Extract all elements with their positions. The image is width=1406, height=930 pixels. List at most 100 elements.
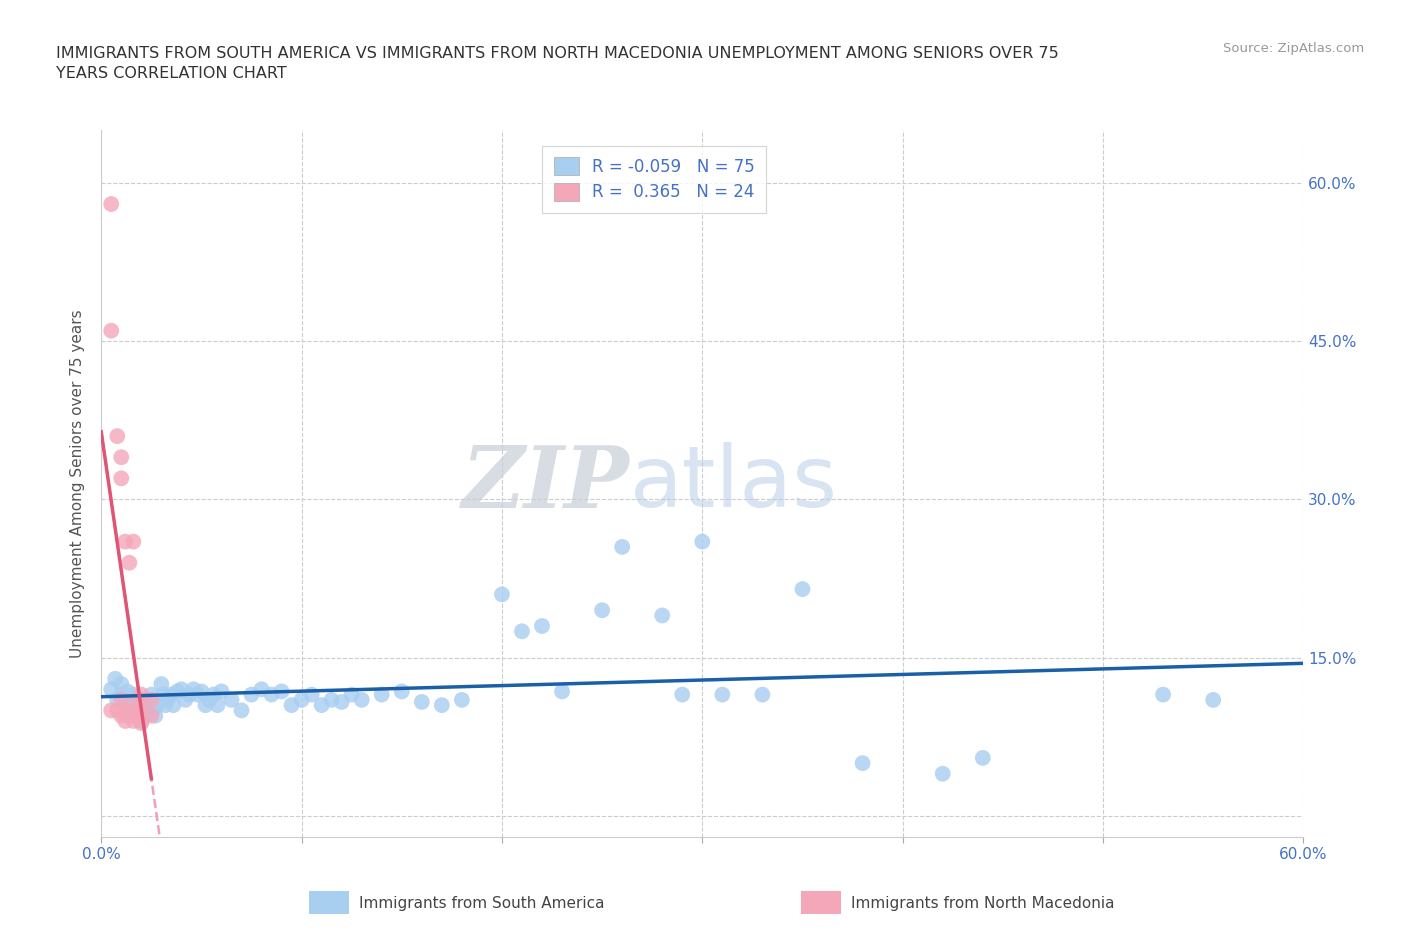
Point [152,687,174,702]
Point [105,693,128,708]
Point [183,682,205,697]
Point [311,698,333,712]
Point [1152,687,1174,702]
Point [127,693,149,708]
Point [141,687,163,702]
Point [612,539,634,554]
Point [110,693,132,708]
Point [155,698,177,712]
Point [240,687,263,702]
Point [301,687,323,702]
Point [972,751,994,765]
Point [114,713,136,728]
Point [142,703,165,718]
Legend: R = -0.059   N = 75, R =  0.365   N = 24: R = -0.059 N = 75, R = 0.365 N = 24 [541,146,766,213]
Point [291,693,314,708]
Point [160,687,183,702]
Point [170,682,193,697]
Point [411,695,433,710]
Point [134,709,156,724]
Text: ZIP: ZIP [463,442,630,525]
Point [118,709,141,724]
Point [131,687,153,702]
Point [211,684,233,698]
Point [110,709,132,724]
Point [551,684,574,698]
Point [114,695,136,710]
Point [100,682,122,697]
Y-axis label: Unemployment Among Seniors over 75 years: Unemployment Among Seniors over 75 years [70,310,86,658]
Point [110,677,132,692]
Text: Immigrants from North Macedonia: Immigrants from North Macedonia [851,896,1114,910]
Point [127,709,149,724]
Point [122,534,145,549]
Point [136,703,159,718]
Point [122,713,145,728]
Point [330,695,353,710]
Point [117,684,139,698]
Point [671,687,693,702]
Text: atlas: atlas [630,442,838,525]
Point [591,603,613,618]
Point [118,555,141,570]
Point [110,450,132,465]
Point [124,703,146,718]
Point [510,624,533,639]
Point [692,534,714,549]
Point [651,608,673,623]
Text: Source: ZipAtlas.com: Source: ZipAtlas.com [1223,42,1364,55]
Point [132,695,155,710]
Point [141,693,163,708]
Point [711,687,734,702]
Point [198,693,221,708]
Point [156,693,179,708]
Point [174,693,197,708]
Point [114,703,136,718]
Point [100,196,122,211]
Point [146,698,169,712]
Point [127,709,149,724]
Point [150,677,173,692]
Point [131,703,153,718]
Point [350,693,373,708]
Text: Immigrants from South America: Immigrants from South America [359,896,605,910]
Point [118,698,141,712]
Point [105,703,128,718]
Point [131,693,153,708]
Point [186,687,208,702]
Point [270,684,292,698]
Point [260,687,283,702]
Point [194,698,217,712]
Point [114,534,136,549]
Point [340,687,363,702]
Point [100,703,122,718]
Point [207,698,229,712]
Point [143,709,166,724]
Point [104,671,127,686]
Point [131,713,153,728]
Point [166,684,188,698]
Point [451,693,474,708]
Point [120,690,142,705]
Point [100,324,122,339]
Point [105,429,128,444]
Point [162,698,184,712]
Point [321,693,343,708]
Point [131,715,153,730]
Point [122,687,145,702]
Point [751,687,773,702]
Point [122,703,145,718]
Text: IMMIGRANTS FROM SOUTH AMERICA VS IMMIGRANTS FROM NORTH MACEDONIA UNEMPLOYMENT AM: IMMIGRANTS FROM SOUTH AMERICA VS IMMIGRA… [56,46,1059,81]
Point [371,687,394,702]
Point [391,684,413,698]
Point [792,581,814,596]
Point [852,756,875,771]
Point [250,682,273,697]
Point [1202,693,1225,708]
Point [202,687,225,702]
Point [231,703,253,718]
Point [932,766,955,781]
Point [179,687,201,702]
Point [531,618,554,633]
Point [280,698,302,712]
